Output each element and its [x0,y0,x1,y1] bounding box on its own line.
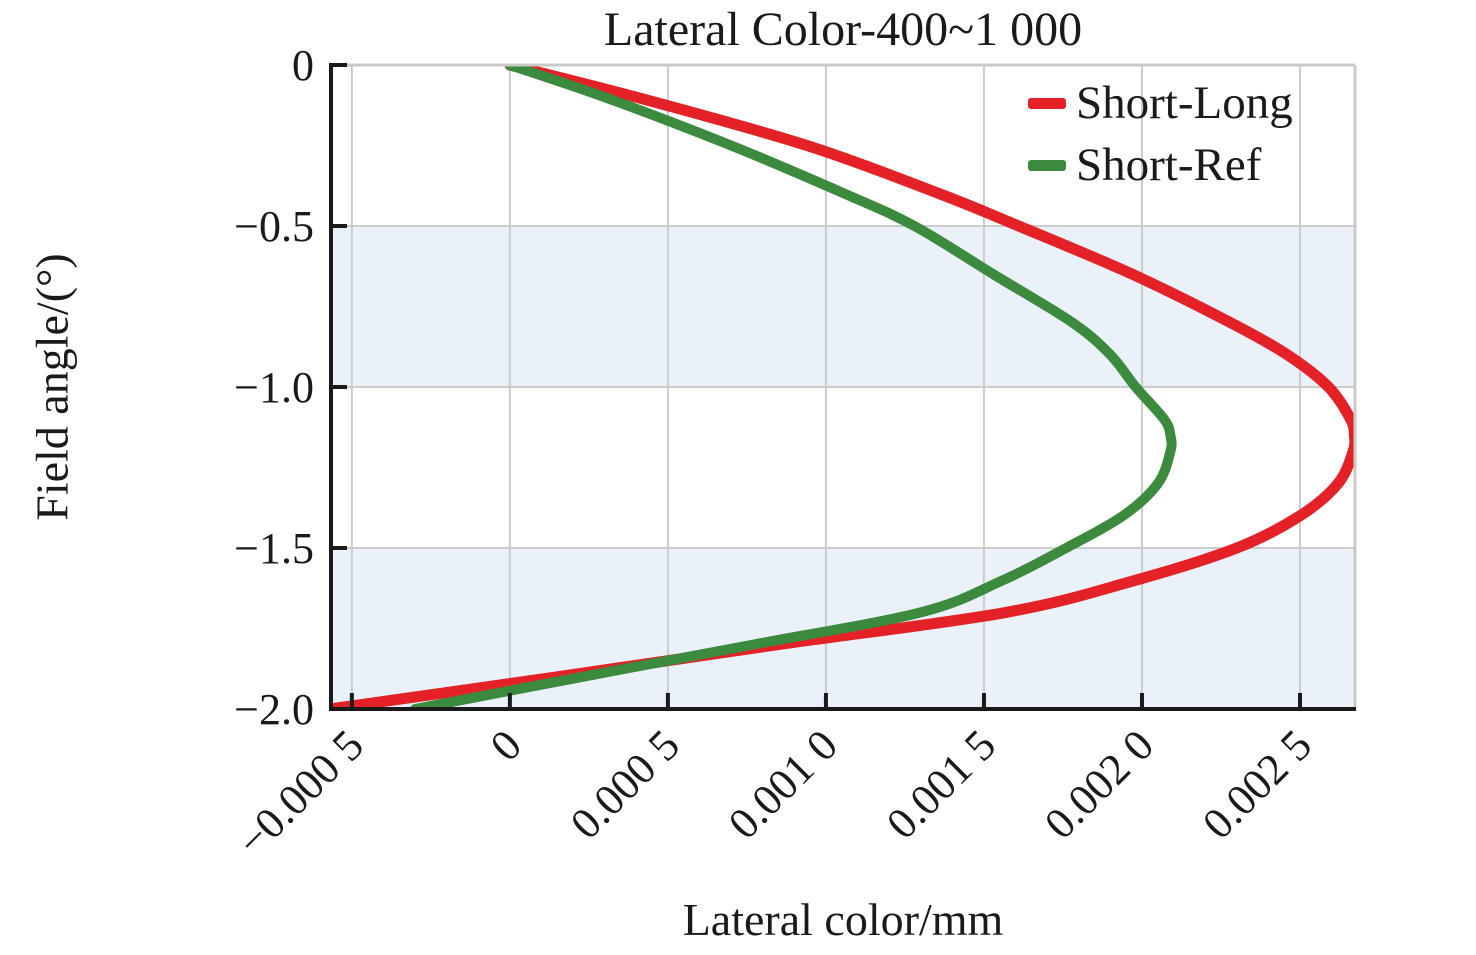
x-tick-labels: −0.000 5 0 0.000 5 0.001 0 0.001 5 0.002 0 0.0… [227,720,1321,866]
y-tick-label: 0 [292,41,314,90]
x-tick-label: −0.000 5 [227,720,373,866]
x-tick-label: 0.002 0 [1035,720,1163,848]
band [331,226,1355,387]
axis-ticks [331,63,1303,711]
x-axis-label: Lateral color/mm [682,894,1004,945]
legend-label-short-ref: Short-Ref [1076,139,1262,192]
y-tick-label: −0.5 [234,202,314,251]
gridlines [331,65,1355,709]
legend-item-short-ref: Short-Ref [1028,138,1293,192]
y-tick-label: −1.0 [234,363,314,412]
x-tick-label: 0.001 5 [877,720,1005,848]
y-tick-label: −1.5 [234,524,314,573]
y-tick-label: −2.0 [234,685,314,734]
legend: Short-Long Short-Ref [1028,76,1293,192]
x-tick-label: 0.001 0 [719,720,847,848]
y-axis-label: Field angle/(°) [26,253,78,521]
chart-title: Lateral Color-400~1 000 [603,3,1083,56]
legend-item-short-long: Short-Long [1028,76,1293,130]
legend-swatch-short-ref [1028,159,1066,171]
legend-label-short-long: Short-Long [1076,77,1293,129]
legend-swatch-short-long [1028,97,1066,109]
y-tick-labels: 0 −0.5 −1.0 −1.5 −2.0 [234,41,314,734]
curve-short-ref [410,65,1177,709]
x-tick-label: 0.002 5 [1193,720,1321,848]
x-tick-label: 0 [481,720,531,770]
x-tick-label: 0.000 5 [561,720,689,848]
